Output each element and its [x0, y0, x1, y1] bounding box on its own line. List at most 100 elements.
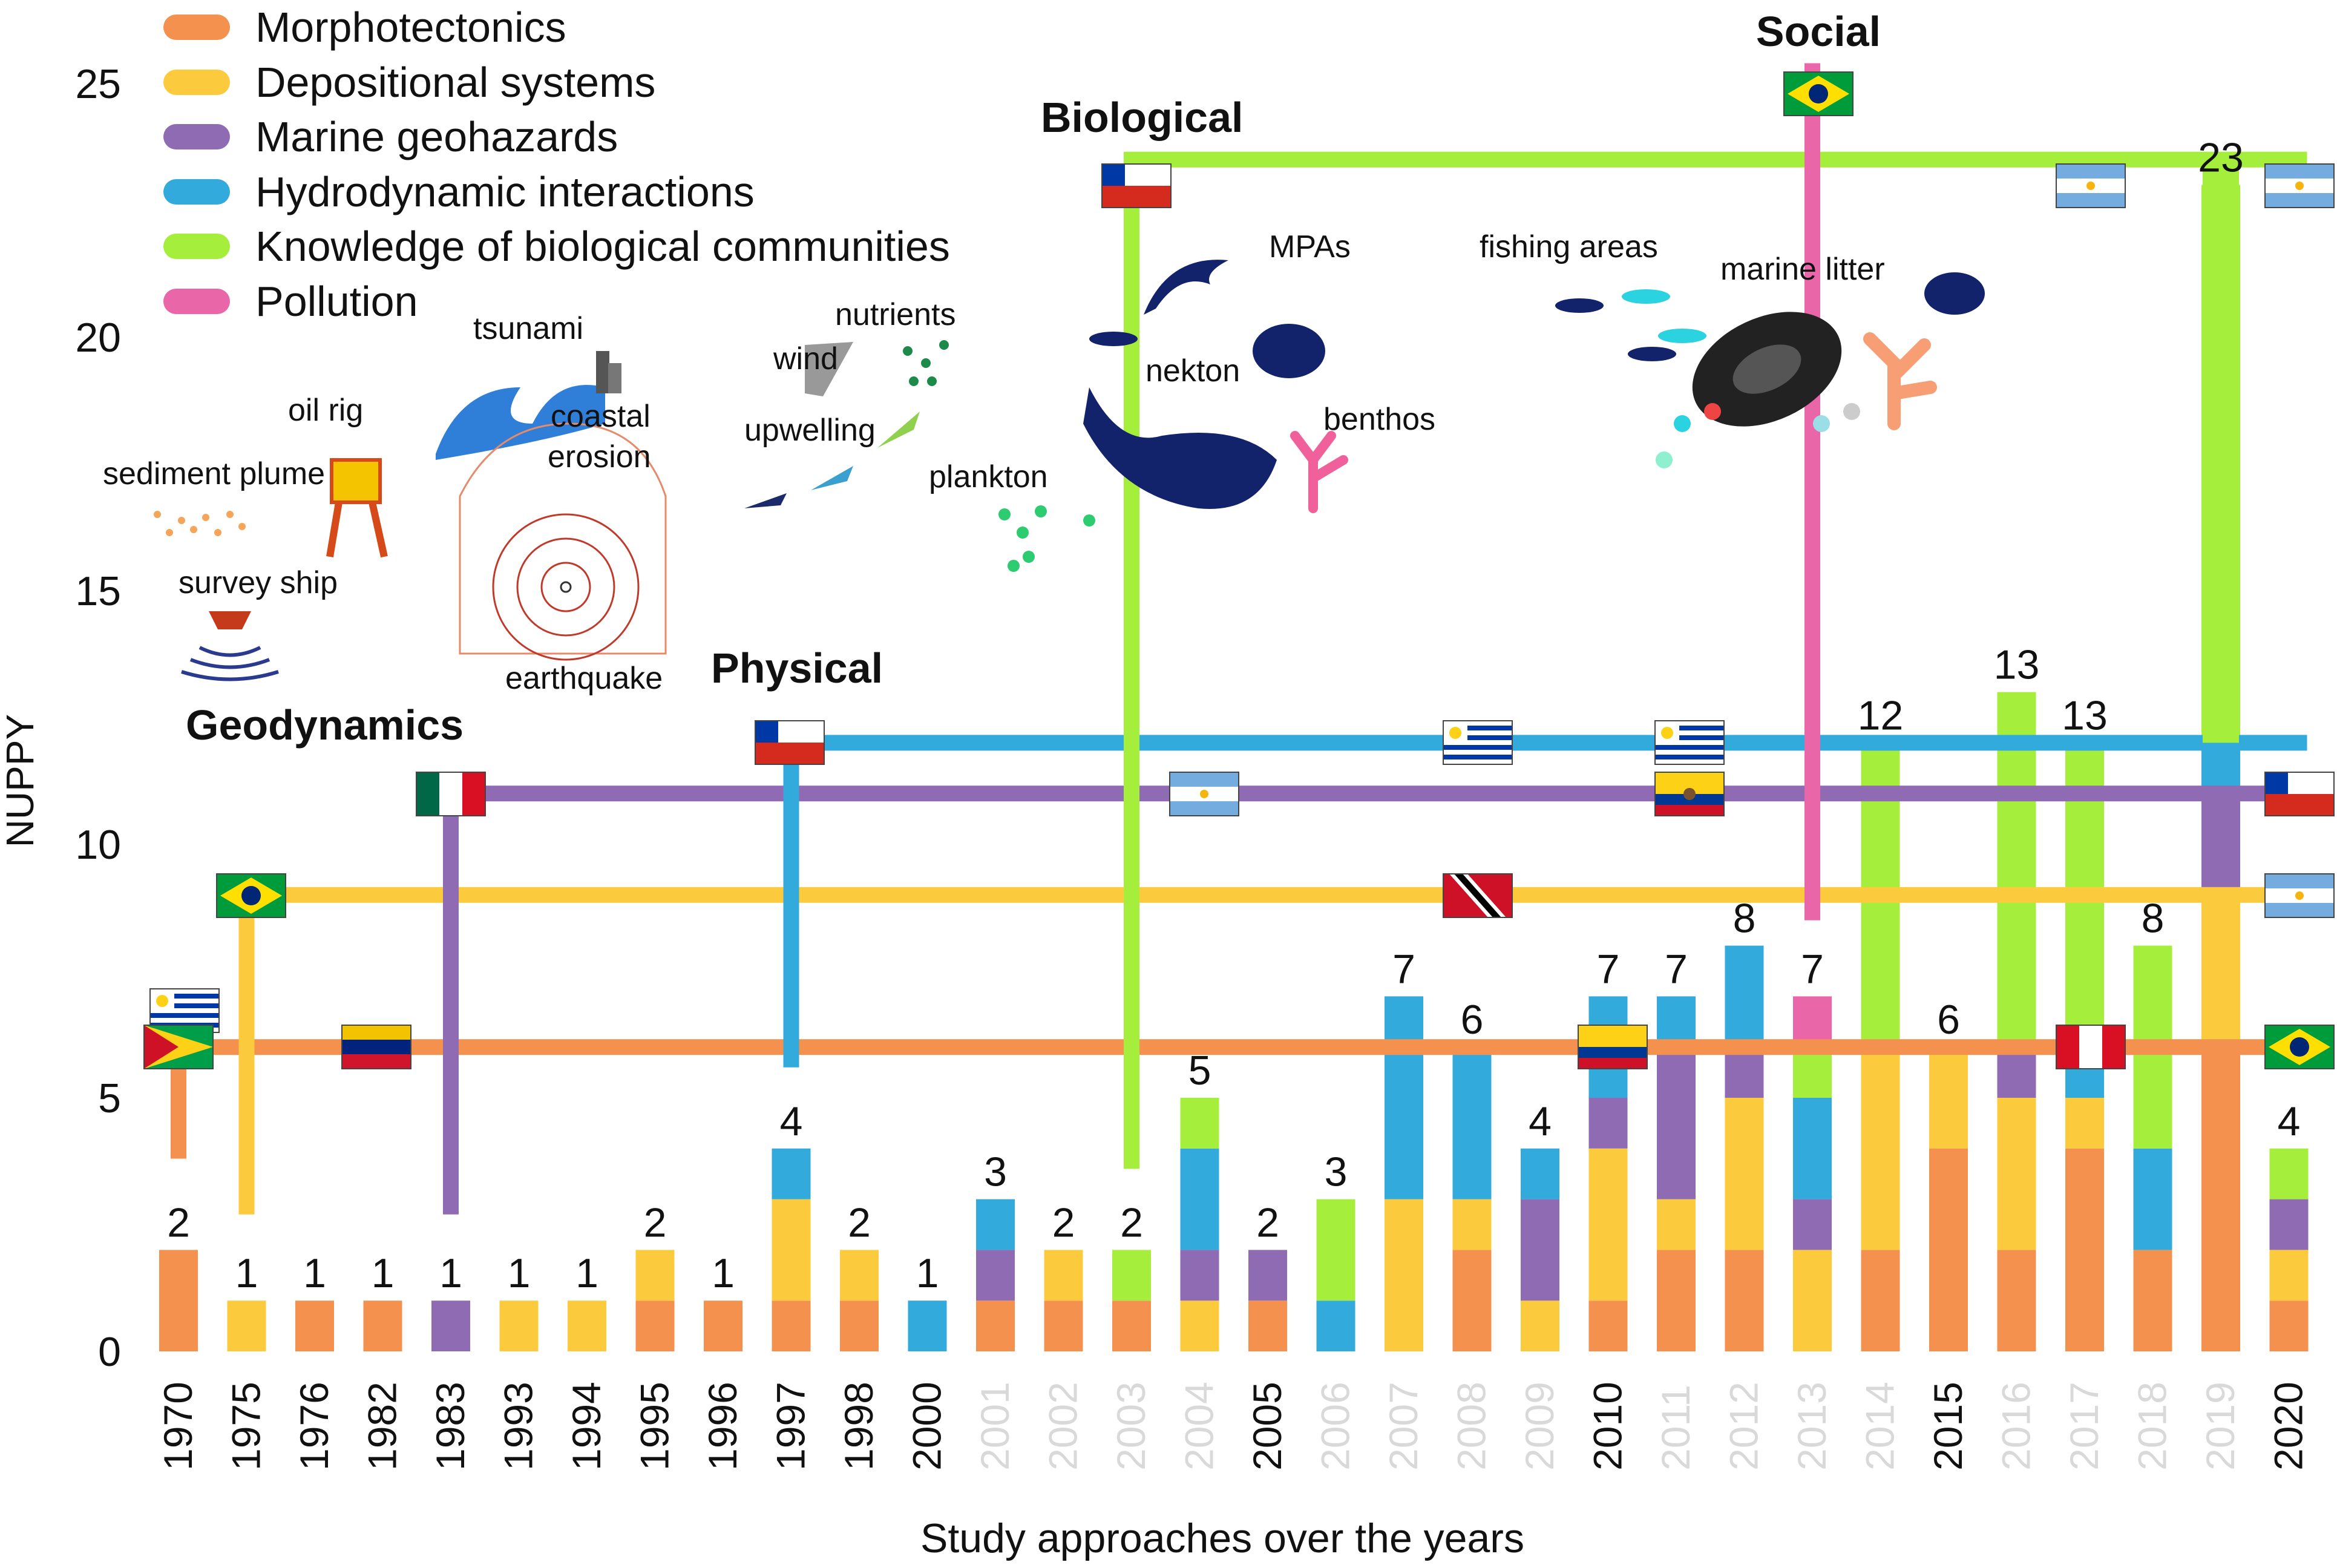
bar-segment-2013-pollution	[1793, 996, 1832, 1048]
dolphin-icon	[1144, 260, 1228, 315]
bar-segment-1998-morphotectonics	[840, 1301, 879, 1351]
x-tick-label: 1993	[496, 1382, 541, 1471]
bar-segment-2016-knowledge-of-biological-communities	[1997, 692, 2036, 1048]
x-axis-label: Study approaches over the years	[920, 1515, 1524, 1561]
total-label: 7	[1665, 946, 1688, 992]
legend-label: Marine geohazards	[255, 113, 618, 161]
bar-segment-2004-knowledge-of-biological-communities	[1180, 1098, 1219, 1149]
total-label: 1	[916, 1250, 939, 1296]
sediment-dot	[238, 523, 246, 530]
x-tick-label: 1975	[224, 1382, 269, 1471]
legend-swatch	[163, 124, 230, 150]
sediment-dot	[190, 526, 197, 533]
bar-segment-2012-morphotectonics	[1725, 1250, 1764, 1351]
litter-item	[1843, 403, 1860, 420]
plankton-dot	[1035, 505, 1047, 517]
legend-item: Knowledge of biological communities	[163, 219, 950, 274]
x-tick-label: 2014	[1858, 1382, 1903, 1471]
litter-item	[1674, 415, 1691, 432]
legend-label: Hydrodynamic interactions	[255, 168, 755, 215]
total-label: 1	[303, 1250, 326, 1296]
x-tick-label: 2002	[1041, 1382, 1086, 1471]
timeline-horizontal	[171, 1039, 2307, 1055]
timeline-vertical	[238, 894, 255, 1215]
bar-segment-2006-knowledge-of-biological-communities	[1316, 1199, 1355, 1301]
oil-rig-icon	[330, 458, 382, 504]
timeline-horizontal	[443, 786, 2307, 802]
fish-icon	[1628, 347, 1676, 361]
x-tick-label: 2005	[1245, 1382, 1290, 1471]
fish-icon	[1555, 298, 1604, 313]
litter-item	[1704, 403, 1721, 420]
bar-segment-2001-marine-geohazards	[976, 1250, 1015, 1301]
bar-segment-2007-hydrodynamic-interactions	[1385, 996, 1423, 1199]
legend-label: Knowledge of biological communities	[255, 223, 950, 271]
illustrations-layer	[154, 260, 1985, 681]
bar-segment-2004-hydrodynamic-interactions	[1180, 1148, 1219, 1250]
flag-trinidad	[1443, 873, 1513, 918]
total-label: 7	[1801, 946, 1824, 992]
legend-swatch	[163, 69, 230, 95]
total-label: 23	[2198, 135, 2244, 181]
label-nutrients: nutrients	[835, 297, 955, 332]
oil-rig-leg	[369, 501, 388, 558]
total-label: 1	[439, 1250, 462, 1296]
bar-segment-2014-depositional-systems	[1861, 1047, 1900, 1250]
bar-segment-2020-knowledge-of-biological-communities	[2269, 1148, 2309, 1199]
bar-segment-2010-depositional-systems	[1588, 1148, 1628, 1301]
fish-icon	[1622, 289, 1670, 304]
label-benthos: benthos	[1323, 402, 1435, 437]
label-survey-ship: survey ship	[179, 565, 338, 600]
y-tick-label: 0	[98, 1329, 121, 1375]
total-label: 1	[508, 1250, 531, 1296]
legend-swatch	[163, 234, 230, 260]
x-tick-label: 1997	[769, 1382, 813, 1471]
legend-swatch	[163, 288, 230, 314]
total-label: 5	[1188, 1048, 1211, 1094]
bar-segment-1982-morphotectonics	[363, 1301, 402, 1351]
bar-segment-1983-marine-geohazards	[431, 1301, 470, 1351]
tire-hole	[1732, 344, 1801, 394]
bar-segment-1994-depositional-systems	[568, 1301, 606, 1351]
flag-brazil-social	[1783, 71, 1854, 116]
x-tick-label: 2017	[2062, 1382, 2106, 1471]
turtle-icon-2	[1924, 272, 1985, 315]
legend-label: Morphotectonics	[255, 4, 566, 51]
annotation-biological: Biological	[1041, 94, 1243, 141]
total-label: 1	[712, 1250, 735, 1296]
x-tick-label: 2011	[1653, 1385, 1698, 1471]
sonar-wave	[189, 658, 270, 669]
total-label: 2	[848, 1199, 871, 1245]
x-tick-label: 1982	[360, 1382, 405, 1471]
legend-swatch	[163, 15, 230, 41]
bar-segment-1976-morphotectonics	[295, 1301, 334, 1351]
x-tick-label: 1996	[700, 1382, 745, 1471]
nutrient-dot	[927, 376, 937, 386]
x-tick-label: 2001	[972, 1382, 1017, 1471]
x-tick-label: 2000	[905, 1382, 949, 1471]
bar-segment-2019-morphotectonics	[2201, 1047, 2240, 1351]
x-tick-label: 2010	[1585, 1382, 1630, 1471]
label-marine-litter: marine litter	[1720, 252, 1885, 287]
coral-icon-2	[1863, 332, 1937, 430]
bar-segment-2004-depositional-systems	[1180, 1301, 1219, 1351]
nutrient-dot	[921, 358, 931, 368]
total-label: 2	[1256, 1199, 1279, 1245]
bar-segment-2000-hydrodynamic-interactions	[908, 1301, 947, 1351]
total-label: 4	[2278, 1098, 2301, 1144]
bar-segment-2001-morphotectonics	[976, 1301, 1015, 1351]
x-tick-label: 2004	[1177, 1382, 1222, 1471]
bar-segment-2007-depositional-systems	[1385, 1199, 1423, 1351]
flag-chile-1997	[755, 720, 825, 765]
sediment-dot	[226, 511, 234, 518]
x-tick-label: 1998	[836, 1382, 881, 1471]
flag-uruguay-2008	[1443, 720, 1513, 765]
total-label: 2	[1052, 1199, 1075, 1245]
bar-segment-2020-depositional-systems	[2269, 1250, 2309, 1301]
bar-segment-2012-depositional-systems	[1725, 1098, 1764, 1250]
sonar-wave	[181, 670, 279, 681]
flag-chile-2003	[1101, 163, 1172, 208]
timeline-vertical	[783, 743, 799, 1068]
bar-segment-2015-depositional-systems	[1929, 1047, 1968, 1149]
bar-segment-2013-knowledge-of-biological-communities	[1793, 1047, 1832, 1098]
